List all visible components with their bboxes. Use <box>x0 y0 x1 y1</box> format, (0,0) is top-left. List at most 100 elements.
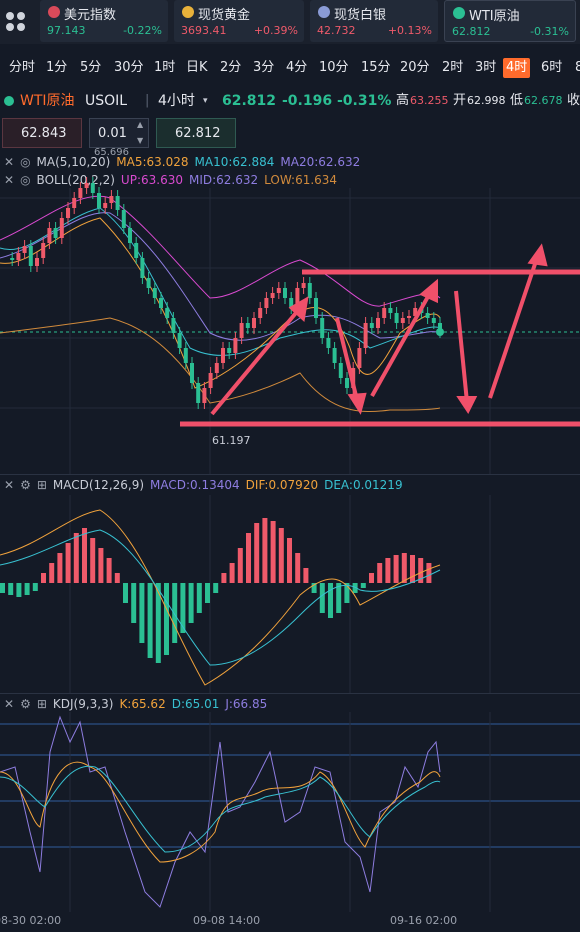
tab-timeframe[interactable]: 1分 <box>46 60 68 75</box>
candle-body <box>289 298 294 308</box>
tab-timeframe[interactable]: 30分 <box>114 60 144 75</box>
tab-timeframe[interactable]: 20分 <box>400 60 430 75</box>
tab-timeframe-active[interactable]: 4时 <box>503 58 531 78</box>
period-select[interactable]: 4小时 <box>158 93 195 109</box>
tab-timeframe[interactable]: 8 <box>575 60 580 75</box>
tab-timeframe[interactable]: 15分 <box>361 60 391 75</box>
ticker-card-dxy[interactable]: 美元指数 97.143 -0.22% <box>40 0 168 42</box>
buy-price-button[interactable]: 62.812 <box>156 118 236 148</box>
candle-body <box>376 318 380 328</box>
macd-bar <box>344 583 350 603</box>
chevron-down-icon[interactable]: ▾ <box>203 96 208 106</box>
d-value: D:65.01 <box>171 697 220 711</box>
lot-size-input[interactable]: 0.01 <box>89 118 149 148</box>
tab-timeframe[interactable]: 2时 <box>442 60 464 75</box>
candle-body <box>388 308 393 313</box>
candle-body <box>146 278 151 288</box>
candle-body <box>165 308 170 318</box>
close-icon[interactable]: ✕ <box>4 155 15 169</box>
tab-timeframe[interactable]: 3分 <box>253 60 275 75</box>
stepper-down-icon[interactable]: ▼ <box>137 136 144 145</box>
candle-body <box>121 210 126 228</box>
eye-icon[interactable]: ◎ <box>20 173 31 187</box>
low-value: 62.678 <box>524 94 563 107</box>
ticker-card-wti[interactable]: WTI原油 62.812 -0.31% <box>444 0 576 42</box>
expand-icon[interactable]: ⊞ <box>36 478 47 492</box>
eye-icon[interactable]: ◎ <box>20 155 31 169</box>
macd-bar <box>57 553 63 583</box>
macd-bar <box>287 538 292 583</box>
ticker-change: +0.13% <box>387 24 432 37</box>
close-icon[interactable]: ✕ <box>4 478 15 492</box>
ma10-value: MA10:62.884 <box>194 155 275 169</box>
candle-body <box>53 228 58 238</box>
tab-timeframe[interactable]: 10分 <box>319 60 349 75</box>
candle-body <box>183 348 188 363</box>
open-label: 开 <box>453 93 467 108</box>
sell-price-button[interactable]: 62.843 <box>2 118 82 148</box>
trend-arrows <box>210 243 548 416</box>
tab-timeframe[interactable]: 6时 <box>541 60 563 75</box>
boll-label: BOLL(20,2,2) <box>36 173 115 187</box>
expand-icon[interactable]: ⊞ <box>36 697 47 711</box>
k-value: K:65.62 <box>119 697 166 711</box>
close-label: 收 <box>567 93 580 108</box>
stepper-up-icon[interactable]: ▲ <box>137 120 144 129</box>
boll-up-value: UP:63.630 <box>120 173 183 187</box>
kdj-chart[interactable] <box>0 712 580 912</box>
tab-timeframe[interactable]: 2分 <box>220 60 242 75</box>
candle-body <box>90 183 95 193</box>
candle-body <box>295 288 300 308</box>
gear-icon[interactable]: ⚙ <box>20 478 31 492</box>
macd-bar <box>393 555 399 583</box>
macd-bar <box>262 518 268 583</box>
ticker-price: 3693.41 <box>181 24 227 37</box>
candlesticks <box>10 177 442 409</box>
gear-icon[interactable]: ⚙ <box>20 697 31 711</box>
tab-timeframe[interactable]: 5分 <box>80 60 102 75</box>
candle-body <box>233 338 238 353</box>
macd-bar <box>147 583 153 658</box>
macd-bar <box>32 583 38 591</box>
ticker-change: -0.31% <box>530 25 569 38</box>
macd-bar <box>98 548 104 583</box>
symbol-name[interactable]: WTI原油 <box>20 93 75 109</box>
candle-body <box>252 318 256 328</box>
macd-bar <box>319 583 325 613</box>
close-icon[interactable]: ✕ <box>4 697 15 711</box>
dea-value: DEA:0.01219 <box>324 478 403 492</box>
macd-bar <box>8 583 14 595</box>
candle-body <box>301 283 306 288</box>
macd-bar <box>139 583 145 643</box>
macd-bar <box>49 563 55 583</box>
boll-mid-value: MID:62.632 <box>188 173 259 187</box>
grid-menu-icon[interactable] <box>6 12 26 32</box>
tab-timeframe[interactable]: 1时 <box>154 60 176 75</box>
candle-body <box>84 183 89 188</box>
current-price: 62.812 <box>222 93 277 109</box>
candle-body <box>208 373 213 388</box>
macd-bar <box>352 583 358 593</box>
ticker-name: 现货白银 <box>334 8 387 23</box>
candle-body <box>338 363 343 378</box>
ticker-card-silver[interactable]: 现货白银 42.732 +0.13% <box>310 0 438 42</box>
candle-body <box>413 308 418 316</box>
macd-bar <box>90 538 96 583</box>
macd-chart[interactable] <box>0 495 580 693</box>
candle-body <box>41 243 46 258</box>
price-chart[interactable]: 65.696 61.197 <box>0 148 580 474</box>
tab-timeframe[interactable]: 4分 <box>286 60 308 75</box>
tab-timeframe[interactable]: 日K <box>186 60 208 75</box>
macd-bar <box>254 523 260 583</box>
candle-body <box>363 323 368 348</box>
candle-body <box>22 246 27 253</box>
gold-icon <box>182 6 194 18</box>
tab-timeframe[interactable]: 分时 <box>9 60 36 75</box>
candle-body <box>134 243 139 258</box>
close-icon[interactable]: ✕ <box>4 173 15 187</box>
candle-body <box>72 198 77 208</box>
macd-bar <box>328 583 333 618</box>
tab-timeframe[interactable]: 3时 <box>475 60 497 75</box>
ticker-card-gold[interactable]: 现货黄金 3693.41 +0.39% <box>174 0 304 42</box>
ma10-line <box>0 207 441 356</box>
